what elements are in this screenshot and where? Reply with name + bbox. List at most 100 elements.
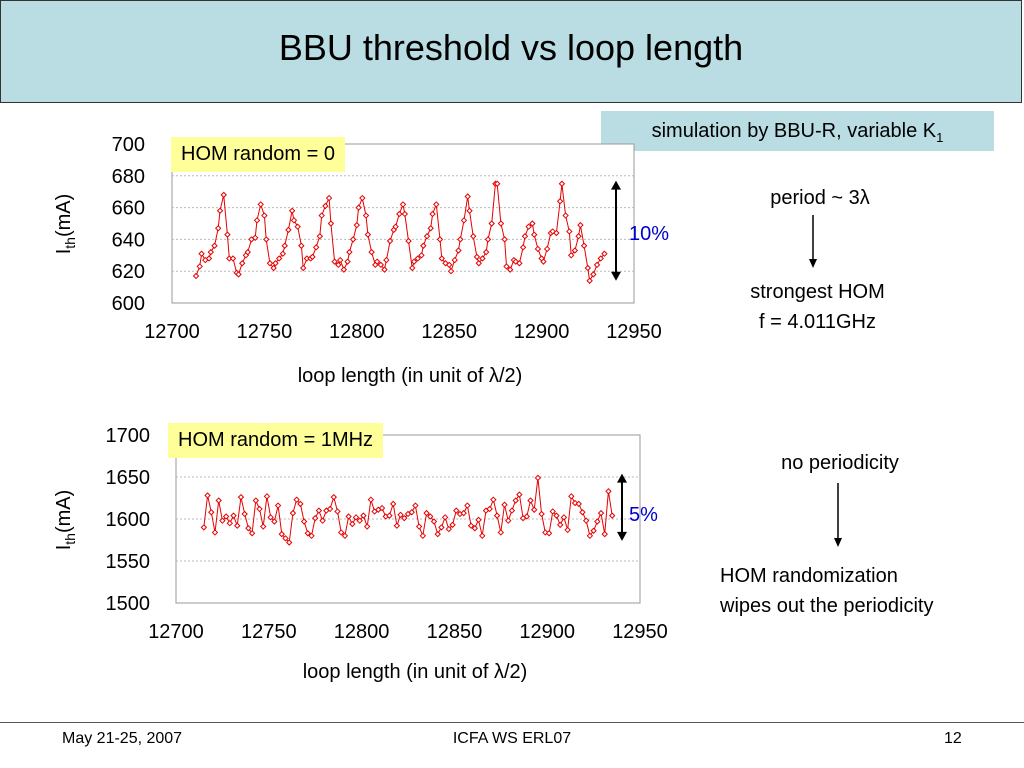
data-point	[567, 252, 575, 259]
data-point	[337, 529, 345, 536]
data-point	[362, 212, 370, 219]
data-point	[363, 523, 371, 530]
data-point	[257, 201, 264, 208]
data-point	[349, 520, 356, 528]
data-point	[322, 202, 329, 210]
data-point	[279, 250, 287, 257]
data-point	[457, 236, 464, 243]
data-point	[594, 518, 601, 525]
data-point	[429, 210, 436, 218]
data-point	[475, 260, 482, 267]
y-tick-label: 620	[112, 261, 145, 283]
x-tick-label: 12700	[144, 321, 200, 343]
data-point	[282, 535, 289, 542]
y-tick-label: 1600	[106, 509, 151, 531]
footer-divider	[0, 722, 1024, 723]
data-point	[582, 517, 590, 524]
randomization-line1: HOM randomization	[720, 565, 898, 587]
data-point	[336, 256, 344, 264]
data-point	[319, 517, 326, 524]
x-tick-label: 12950	[606, 321, 662, 343]
data-point	[401, 210, 409, 218]
data-point	[414, 255, 421, 262]
data-point	[538, 510, 545, 518]
x-tick-label: 12800	[329, 321, 385, 343]
data-point	[558, 180, 566, 187]
data-point	[460, 217, 468, 224]
data-point	[373, 258, 381, 265]
chart-hom-random-1mhz: 1500 1550 1600 1650 1700 12700 12750 12800 12850…	[53, 425, 668, 683]
data-point	[237, 493, 245, 501]
no-periodicity-arrow-head	[834, 538, 842, 547]
data-point	[275, 255, 283, 262]
data-point	[405, 237, 412, 245]
data-point	[341, 532, 349, 540]
data-point	[256, 505, 263, 513]
data-point	[516, 491, 523, 498]
simulation-note-text: simulation by BBU-R, variable K	[651, 120, 937, 142]
x-tick-label: 12750	[237, 321, 293, 343]
data-point	[575, 500, 582, 508]
data-point	[349, 236, 357, 243]
data-point	[553, 512, 560, 519]
data-point	[204, 492, 211, 499]
y-axis-label: Ith(mA)	[53, 194, 78, 255]
data-point	[346, 248, 353, 256]
data-point	[245, 525, 252, 532]
data-point	[211, 529, 219, 536]
data-point	[521, 233, 529, 240]
data-point	[479, 255, 486, 262]
data-point	[466, 207, 473, 214]
data-point	[285, 226, 292, 234]
data-point	[353, 221, 361, 229]
data-point	[352, 514, 360, 521]
range-percent-top: 10%	[629, 223, 670, 245]
data-point	[401, 514, 408, 522]
data-point	[266, 260, 274, 267]
data-point	[355, 204, 362, 211]
data-point	[368, 248, 375, 256]
data-point	[289, 509, 297, 517]
data-point	[226, 519, 234, 527]
data-point	[597, 255, 604, 262]
data-point	[423, 509, 430, 517]
data-point	[327, 220, 335, 227]
data-point	[453, 507, 460, 514]
data-point	[449, 521, 456, 529]
data-point	[601, 250, 608, 257]
x-tick-label: 12800	[334, 621, 390, 643]
data-point	[597, 509, 605, 517]
chart-hom-random-0: 600 620 640 660 680 700 12700 12750 12800 12850 12…	[53, 134, 662, 387]
data-point	[214, 225, 222, 232]
data-point	[529, 220, 536, 227]
data-point	[519, 244, 527, 251]
data-point	[281, 242, 288, 249]
data-point	[315, 507, 323, 514]
data-point	[383, 256, 390, 264]
y-tick-label: 1650	[106, 467, 151, 489]
data-point	[505, 517, 512, 524]
data-point	[571, 247, 579, 254]
data-point	[196, 263, 203, 270]
data-point	[293, 496, 300, 503]
data-point	[549, 508, 556, 515]
data-point	[494, 180, 501, 187]
data-point	[356, 517, 363, 524]
data-point	[438, 524, 445, 531]
data-point	[580, 242, 588, 249]
data-point	[367, 496, 375, 503]
data-point	[531, 506, 538, 513]
data-point	[525, 223, 532, 230]
data-point	[445, 525, 453, 533]
data-point	[545, 530, 553, 537]
data-point	[464, 193, 471, 200]
data-point	[219, 517, 226, 524]
no-periodicity-note: no periodicity	[781, 452, 899, 474]
y-tick-label: 640	[112, 229, 145, 251]
data-point	[345, 513, 352, 520]
title-bar: BBU threshold vs loop length	[0, 0, 1022, 103]
data-point	[396, 210, 403, 218]
x-tick-label: 12850	[427, 621, 483, 643]
data-point	[608, 512, 616, 519]
